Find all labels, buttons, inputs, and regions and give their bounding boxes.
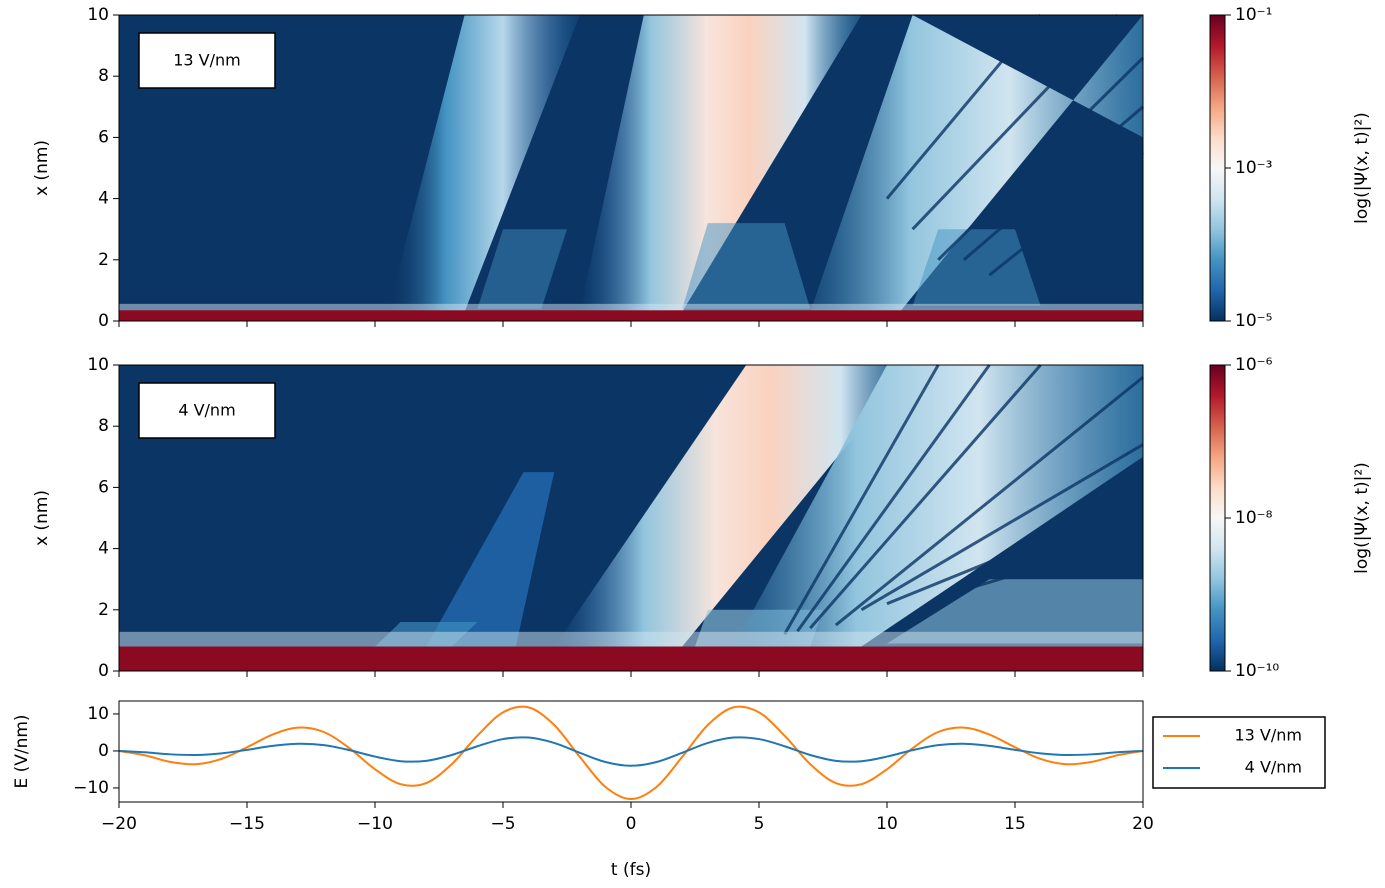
colorbar-tick-label: 10⁻³ xyxy=(1235,158,1272,178)
x-tick-label: −15 xyxy=(229,814,265,834)
axes-background xyxy=(119,701,1143,802)
legend-label: 4 V/nm xyxy=(1245,758,1302,777)
heatmap-stripe xyxy=(886,498,1144,606)
y-tick-label: 6 xyxy=(98,127,109,147)
y-tick-label: 0 xyxy=(98,741,109,761)
heatmap-stripe xyxy=(796,364,991,633)
y-axis-label: x (nm) xyxy=(32,140,52,196)
colorbar-tick-label: 10⁻¹ xyxy=(1235,5,1272,25)
x-tick-label: 15 xyxy=(1004,814,1026,834)
heatmap xyxy=(119,13,1145,321)
heatmap-stripe xyxy=(962,105,1144,261)
y-tick-label: 6 xyxy=(98,477,109,497)
heatmap-feature xyxy=(912,229,1041,306)
x-tick-label: −5 xyxy=(490,814,515,834)
colorbar-label: log(|Ψ(x, t)|²) xyxy=(1352,462,1372,574)
heatmap-stripe xyxy=(988,151,1144,277)
heatmap-band xyxy=(119,646,1143,671)
x-tick-label: −10 xyxy=(357,814,393,834)
heatmap-feature xyxy=(682,223,811,309)
y-tick-label: 10 xyxy=(87,5,109,25)
x-tick-label: 20 xyxy=(1132,814,1154,834)
y-tick-label: 2 xyxy=(98,250,109,270)
y-tick-label: 8 xyxy=(98,416,109,436)
heatmap-feature xyxy=(477,229,567,309)
legend-label: 13 V/nm xyxy=(1234,726,1302,745)
annotation-box xyxy=(138,32,276,89)
colorbar-tick-label: 10⁻¹⁰ xyxy=(1235,661,1279,681)
series-line xyxy=(118,736,1144,767)
x-tick-label: 0 xyxy=(626,814,637,834)
y-axis-label: E (V/nm) xyxy=(12,714,32,788)
colorbar-tick-label: 10⁻⁵ xyxy=(1235,311,1272,331)
colorbar-label: log(|Ψ(x, t)|²) xyxy=(1352,112,1372,224)
heatmap-feature xyxy=(426,472,555,647)
colorbar-tick-label: 10⁻⁸ xyxy=(1235,508,1273,528)
x-tick-label: 10 xyxy=(876,814,898,834)
x-axis-label: t (fs) xyxy=(611,860,651,880)
heatmap-stripe xyxy=(809,364,1042,630)
heatmap-stripe xyxy=(937,534,1144,599)
heatmap-stripe xyxy=(860,443,1144,612)
y-tick-label: 4 xyxy=(98,189,109,209)
heatmap-stripe xyxy=(783,364,940,636)
heatmap-feature xyxy=(579,15,862,312)
heatmap-feature xyxy=(387,15,580,312)
y-tick-label: 4 xyxy=(98,539,109,559)
series-line xyxy=(118,705,1144,801)
heatmap-feature xyxy=(554,365,913,647)
heatmap-stripe xyxy=(885,14,1042,200)
y-tick-label: 10 xyxy=(87,355,109,375)
y-tick-label: 10 xyxy=(87,704,109,724)
x-tick-label: 5 xyxy=(754,814,765,834)
x-tick-label: −20 xyxy=(101,814,137,834)
annotation-box xyxy=(138,382,276,439)
heatmap-stripe xyxy=(937,56,1145,261)
y-tick-label: 0 xyxy=(98,311,109,331)
heatmap-feature xyxy=(887,579,1143,644)
annotation: 4 V/nm xyxy=(178,401,235,420)
legend xyxy=(1152,716,1326,789)
y-tick-label: 2 xyxy=(98,600,109,620)
annotation: 13 V/nm xyxy=(173,51,241,70)
colorbar-tick-label: 10⁻⁶ xyxy=(1235,355,1273,375)
colorbar xyxy=(1209,364,1226,672)
y-tick-label: −10 xyxy=(73,778,109,798)
heatmap-stripe xyxy=(834,376,1144,627)
heatmap-band xyxy=(119,310,1143,321)
colorbar xyxy=(1209,14,1226,322)
heatmap xyxy=(119,364,1144,671)
y-tick-label: 8 xyxy=(98,66,109,86)
y-tick-label: 0 xyxy=(98,661,109,681)
heatmap-stripe xyxy=(911,13,1119,231)
y-axis-label: x (nm) xyxy=(32,490,52,546)
